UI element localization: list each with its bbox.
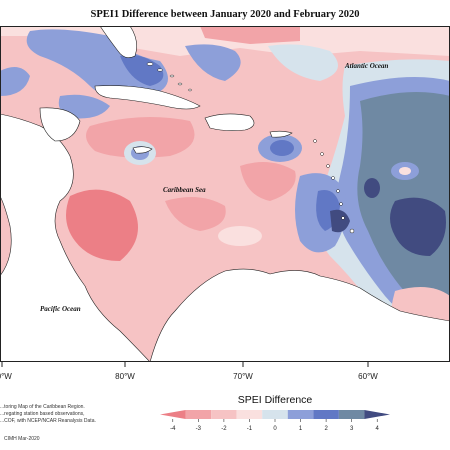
footer-line: ...regating station based observations,: [0, 411, 85, 418]
legend-tick-label: -1: [247, 426, 253, 432]
neutral-spot-south: [218, 226, 262, 246]
neutral-zone-north: [268, 44, 338, 81]
legend-swatch: [313, 410, 339, 419]
legend-swatch: [287, 410, 314, 419]
extreme-wet-spot-antilles: [330, 209, 350, 233]
land-yucatan: [39, 107, 81, 142]
dry-zone-caribbean-north: [86, 117, 195, 158]
footer-line: ...COF, with NCEP/NCAR Reanalysis Data.: [0, 418, 96, 425]
legend-tick-label: 1: [299, 426, 303, 432]
extreme-wet-spot-east: [364, 178, 380, 198]
land-bahamas: [146, 62, 192, 92]
dry-zone-caribbean-west: [66, 189, 138, 261]
legend-tick-label: 4: [376, 426, 380, 432]
wet-spot-puerto-rico-core: [270, 140, 294, 156]
legend-colorbar: -4 -3 -2 -1 0 1 2 3 4: [160, 410, 390, 432]
dry-zone-north-core: [200, 26, 300, 44]
lon-ticks: [1, 362, 369, 367]
extreme-wet-zone-atlantic: [390, 197, 446, 256]
legend-tick-label: 2: [324, 426, 328, 432]
land-jamaica: [132, 146, 153, 154]
land-south-america: [149, 268, 450, 362]
dry-zone-caribbean-east: [240, 162, 296, 201]
legend-swatch: [185, 410, 212, 419]
neutral-spot-atlantic-inner: [399, 167, 411, 175]
land-hispaniola: [204, 113, 255, 131]
legend-tick-label: 0: [273, 426, 277, 432]
wet-zone-bahamas-core: [120, 54, 164, 86]
legend-tick-label: 3: [350, 426, 354, 432]
map-title: SPEI1 Difference between January 2020 an…: [90, 9, 360, 20]
legend-title: SPEI Difference: [237, 394, 313, 406]
wet-zone-central: [185, 44, 241, 81]
legend-swatch: [364, 410, 390, 419]
land-puerto-rico: [269, 130, 293, 138]
lon-label-90w: 90°W: [0, 372, 12, 381]
legend-tick-label: -3: [196, 426, 202, 432]
wet-zone-gulf-south: [58, 94, 110, 119]
legend-swatch: [262, 410, 288, 419]
caribbean-sea-label: Caribbean Sea: [163, 186, 206, 194]
pacific-ocean-label: Pacific Ocean: [40, 305, 81, 313]
wet-zone-gulf-west: [0, 67, 30, 96]
land-lesser-antilles: [313, 139, 355, 234]
legend-swatch: [211, 410, 237, 419]
legend-swatch: [236, 410, 263, 419]
legend-swatch: [160, 410, 186, 419]
footer-notes: ...toring Map of the Caribbean Region. .…: [0, 404, 120, 426]
dry-zone-caribbean-central: [165, 197, 226, 231]
footer-line: ...toring Map of the Caribbean Region.: [0, 404, 85, 410]
legend-tick-label: -2: [221, 426, 227, 432]
atlantic-ocean-label: Atlantic Ocean: [344, 62, 388, 70]
lon-label-80w: 80°W: [115, 372, 135, 381]
lon-label-70w: 70°W: [233, 372, 253, 381]
legend-tick-label: -4: [170, 426, 176, 432]
legend-swatch: [338, 410, 365, 419]
caribbean-map: Caribbean Sea Atlantic Ocean Pacific Oce…: [0, 26, 450, 362]
credit: CIMH Mar-2020: [4, 436, 40, 442]
land-florida: [99, 26, 137, 58]
land-cuba: [94, 85, 201, 110]
lon-label-60w: 60°W: [358, 372, 378, 381]
wet-zone-bahamas: [26, 29, 168, 100]
